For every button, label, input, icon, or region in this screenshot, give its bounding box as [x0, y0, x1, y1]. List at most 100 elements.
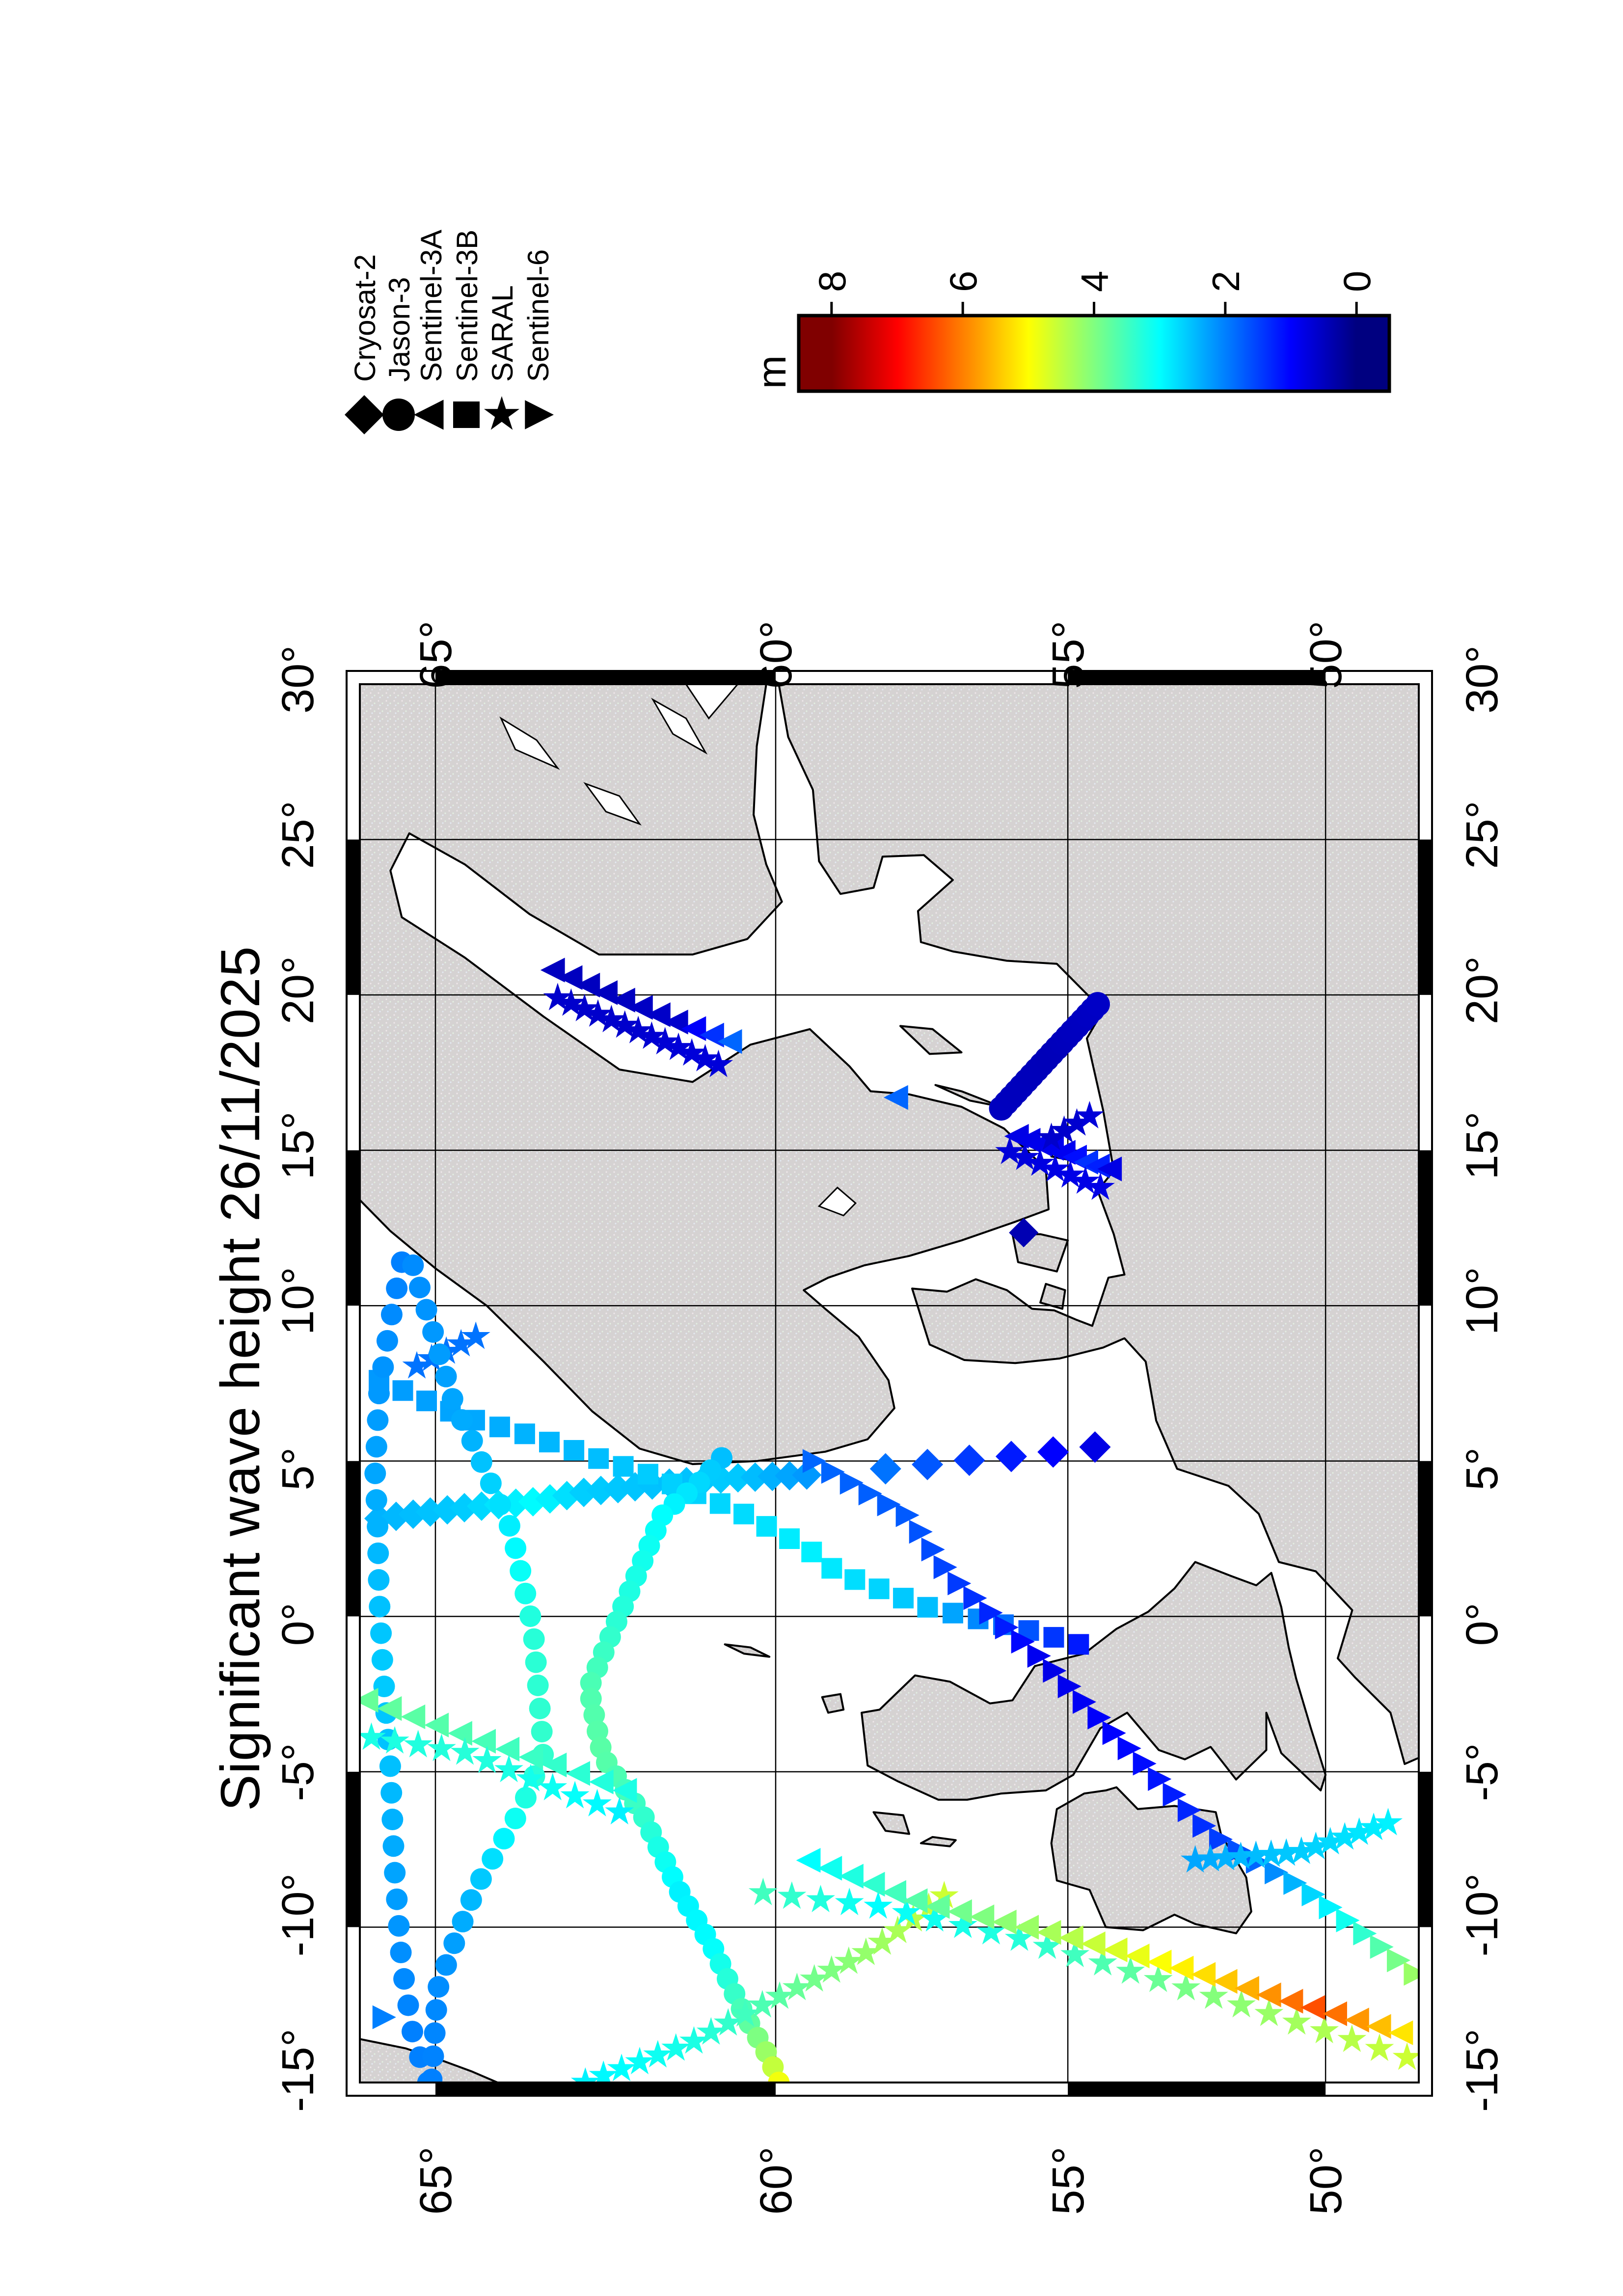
track-point-star	[995, 1136, 1025, 1164]
frame-band-left	[347, 1150, 360, 1306]
track-point-circle	[435, 1365, 457, 1388]
axis-label-lon-right-25: 25°	[1457, 801, 1507, 869]
track-point-star	[1310, 2016, 1339, 2044]
track-point-triangle-left	[1256, 1982, 1281, 2007]
track-point-circle	[367, 1516, 389, 1538]
track-point-star	[883, 1916, 913, 1944]
track-point-triangle-left	[612, 1778, 637, 1803]
track-point-star	[1254, 1998, 1284, 2026]
track-point-diamond	[381, 1501, 411, 1531]
track-point-circle	[415, 1299, 437, 1321]
track-point-diamond	[995, 1441, 1027, 1472]
track-point-diamond	[466, 1491, 496, 1521]
track-point-triangle-right	[1043, 1658, 1067, 1683]
track-point-circle	[583, 1704, 605, 1726]
track-point-star	[380, 1726, 409, 1754]
track-point-square	[709, 1493, 730, 1514]
legend-label-saral: SARAL	[486, 285, 519, 382]
track-point-circle	[386, 1888, 408, 1910]
colorbar	[797, 314, 1391, 393]
track-point-star	[748, 1877, 778, 1905]
track-point-triangle-right	[921, 1537, 945, 1562]
track-point-triangle-left	[882, 1880, 906, 1905]
land-polygon-hebrides-south	[920, 1836, 957, 1847]
track-point-star	[1181, 1845, 1210, 1873]
track-point-triangle-left	[717, 1029, 742, 1054]
track-point-star	[516, 1763, 545, 1791]
track-point-circle	[514, 1582, 537, 1604]
track-point-triangle-left	[589, 1769, 614, 1794]
track-point-square	[779, 1528, 800, 1549]
track-saral-4	[995, 1136, 1115, 1200]
track-point-star	[1226, 1842, 1255, 1869]
track-sentinel-3a-21	[796, 1848, 1413, 2045]
frame-band-left	[347, 1771, 360, 1927]
track-point-star	[1199, 1981, 1228, 2009]
track-point-star	[1037, 1122, 1066, 1150]
page-title: Significant wave height 26/11/2025	[210, 946, 271, 1811]
track-point-circle	[429, 1343, 451, 1365]
track-point-circle	[498, 1515, 520, 1537]
track-point-diamond	[775, 1461, 805, 1491]
track-point-diamond	[433, 1495, 462, 1525]
colorbar-tick-label-4: 4	[1073, 271, 1116, 292]
track-point-star	[556, 988, 586, 1016]
track-point-triangle-left	[401, 1704, 426, 1730]
track-point-star	[1211, 1842, 1240, 1870]
track-point-circle	[452, 1911, 474, 1933]
track-point-star	[851, 1937, 881, 1965]
frame-band-bottom	[435, 2082, 776, 2096]
track-point-triangle-left	[1169, 1955, 1194, 1981]
axis-label-lon-left--15: -15°	[273, 2029, 323, 2112]
track-point-circle	[480, 1472, 502, 1495]
track-point-circle	[461, 1430, 483, 1452]
track-point-square	[1043, 1627, 1064, 1648]
track-point-diamond	[1009, 1218, 1039, 1248]
track-point-diamond	[603, 1474, 633, 1504]
track-point-circle	[365, 1489, 387, 1511]
axis-label-lon-right-15: 15°	[1457, 1112, 1507, 1180]
track-point-star	[1075, 1101, 1104, 1129]
track-point-circle	[1085, 992, 1110, 1017]
track-point-triangle-right	[839, 1470, 864, 1495]
track-point-star	[1301, 1831, 1330, 1859]
track-point-circle	[422, 1321, 444, 1343]
track-point-triangle-left	[1097, 1156, 1122, 1181]
track-point-triangle-right	[909, 1520, 933, 1544]
track-point-triangle-right	[1102, 1721, 1126, 1745]
track-point-star	[596, 1005, 626, 1033]
frame-band-top	[1068, 671, 1326, 684]
legend-label-sentinel-3a: Sentinel-3A	[415, 230, 448, 382]
lake-vanern	[817, 1186, 857, 1217]
track-point-star	[1316, 1827, 1345, 1855]
track-sentinel-3a-0	[540, 958, 742, 1054]
track-point-square	[844, 1569, 866, 1590]
track-point-circle	[504, 1807, 526, 1829]
track-point-star	[1241, 1841, 1271, 1869]
track-point-square	[942, 1602, 963, 1624]
track-cryosat-2-8	[869, 1431, 1111, 1485]
track-point-triangle-left	[1036, 1920, 1061, 1945]
track-point-star	[800, 1964, 829, 1992]
track-point-circle	[523, 1628, 545, 1650]
track-point-triangle-left	[1235, 1976, 1259, 2001]
legend-symbol-star-icon	[484, 396, 520, 430]
axis-label-lon-left-15: 15°	[273, 1112, 323, 1180]
track-point-circle	[531, 1721, 553, 1743]
track-point-circle	[451, 1409, 473, 1431]
track-point-star	[1171, 1973, 1201, 2001]
track-point-circle	[424, 2022, 446, 2044]
track-point-star	[1060, 1940, 1090, 1968]
track-sentinel-6-12	[372, 2005, 396, 2029]
track-point-circle	[428, 1976, 450, 1998]
track-point-circle	[382, 1835, 405, 1857]
frame-band-bottom	[1068, 2082, 1326, 2096]
track-point-diamond	[415, 1497, 445, 1527]
frame-band-left	[347, 839, 360, 995]
track-point-star	[976, 1917, 1006, 1945]
track-sentinel-3a-6	[883, 1085, 908, 1110]
track-point-diamond	[569, 1477, 599, 1507]
track-point-square	[893, 1588, 914, 1609]
legend-symbol-circle-icon	[382, 399, 415, 431]
track-point-triangle-left	[903, 1888, 928, 1913]
